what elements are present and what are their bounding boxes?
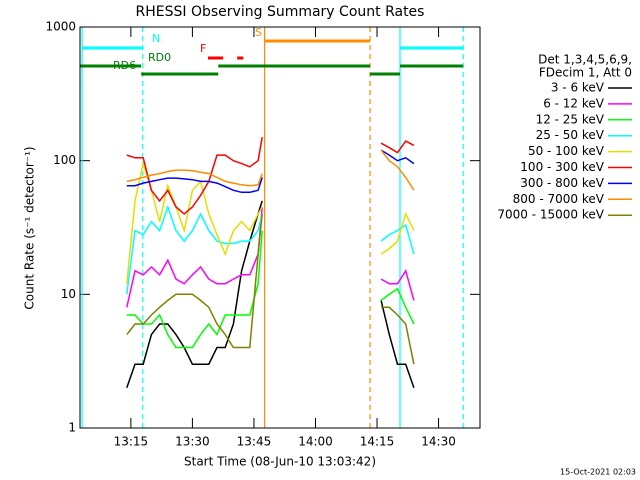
legend-label: 100 - 300 keV (520, 160, 604, 174)
series-line (126, 230, 415, 349)
y-tick-label: 1000 (45, 20, 76, 34)
plot-frame (79, 26, 481, 429)
x-tick-label: 14:30 (421, 435, 456, 449)
legend-label: 6 - 12 keV (543, 96, 605, 110)
series-line (126, 200, 415, 389)
x-tick-label: 13:45 (237, 435, 272, 449)
series-line (126, 206, 415, 308)
series-line (126, 204, 415, 295)
flag-label: F (200, 42, 206, 55)
footer: 15-Oct-2021 02:03 (560, 468, 636, 477)
legend-label: 3 - 6 keV (551, 81, 605, 95)
legend-label: 50 - 100 keV (528, 144, 605, 158)
legend-header: FDecim 1, Att 0 (539, 66, 632, 80)
x-tick-label: 14:00 (298, 435, 333, 449)
y-tick-label: 10 (61, 287, 76, 301)
chart-title: RHESSI Observing Summary Count Rates (136, 4, 425, 20)
series-line (126, 213, 415, 365)
series-line (126, 136, 415, 215)
legend-label: 800 - 7000 keV (513, 192, 605, 206)
legend-label: 12 - 25 keV (536, 112, 605, 126)
flag-label: N (152, 32, 160, 45)
flag-label: S (255, 26, 262, 39)
x-axis-label: Start Time (08-Jun-10 13:03:42) (184, 455, 376, 469)
y-tick-label: 100 (53, 153, 76, 167)
y-axis-label: Count Rate (s⁻¹ detector⁻¹) (23, 146, 37, 309)
flag-label: RD0 (148, 51, 171, 64)
series-line (126, 149, 415, 191)
series-line (126, 149, 415, 194)
x-tick-label: 13:30 (175, 435, 210, 449)
x-tick-label: 13:15 (114, 435, 149, 449)
y-tick-label: 1 (68, 421, 76, 435)
legend-header: Det 1,3,4,5,6,9, (538, 53, 632, 67)
legend-label: 300 - 800 keV (520, 176, 604, 190)
x-tick-label: 14:15 (360, 435, 395, 449)
flag-label: RD6 (113, 59, 136, 72)
legend-label: 7000 - 15000 keV (497, 208, 604, 222)
legend-label: 25 - 50 keV (536, 128, 605, 142)
